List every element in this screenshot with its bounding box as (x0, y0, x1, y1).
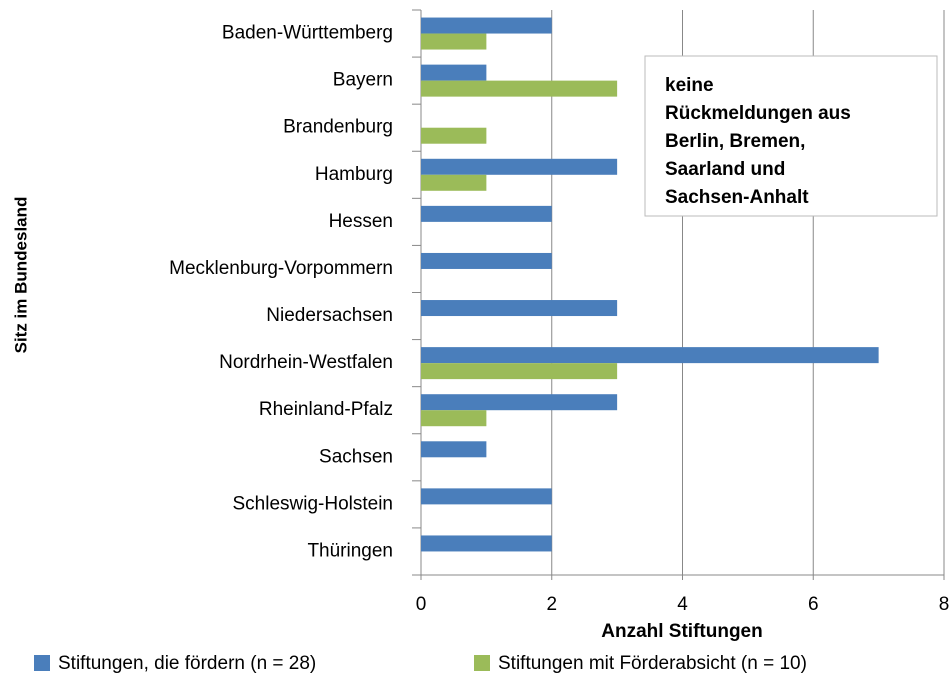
annotation-line: Rückmeldungen aus (665, 103, 851, 124)
annotation-line: Berlin, Bremen, (665, 131, 805, 152)
bar (421, 394, 618, 411)
bar (421, 347, 879, 364)
bar (421, 174, 487, 191)
bar (421, 441, 487, 458)
y-tick-label: Baden-Württemberg (222, 23, 393, 44)
y-tick-label: Bayern (333, 70, 393, 91)
x-tick-label: 2 (546, 594, 557, 615)
y-tick-label: Thüringen (307, 540, 393, 561)
bar (421, 127, 487, 144)
annotation-line: Sachsen-Anhalt (665, 187, 809, 208)
y-tick-label: Rheinland-Pfalz (259, 399, 393, 420)
x-tick-label: 6 (808, 594, 819, 615)
bar (421, 488, 552, 505)
bar (421, 158, 618, 175)
annotation-box (644, 55, 938, 217)
annotation-line: keine (665, 75, 714, 96)
x-tick-label: 8 (939, 594, 950, 615)
y-tick-label: Brandenburg (283, 117, 393, 138)
legend-label: Stiftungen mit Förderabsicht (n = 10) (498, 653, 807, 674)
bar (421, 363, 618, 380)
bar (421, 64, 487, 81)
legend-label: Stiftungen, die fördern (n = 28) (58, 653, 316, 674)
annotation-line: Saarland und (665, 159, 785, 180)
bar (421, 300, 618, 317)
bar (421, 252, 552, 269)
y-tick-label: Hessen (329, 211, 393, 232)
x-axis-title: Anzahl Stiftungen (601, 621, 762, 642)
y-tick-label: Sachsen (319, 446, 393, 467)
y-axis-title: Sitz im Bundesland (11, 197, 30, 354)
x-tick-label: 0 (416, 594, 427, 615)
bar (421, 535, 552, 552)
x-tick-label: 4 (677, 594, 688, 615)
bar (421, 80, 618, 97)
y-tick-label: Hamburg (315, 164, 393, 185)
bar (421, 17, 552, 34)
bar (421, 205, 552, 222)
y-tick-label: Nordrhein-Westfalen (219, 352, 393, 373)
y-tick-label: Schleswig-Holstein (232, 493, 393, 514)
legend-swatch (474, 655, 490, 671)
bar (421, 410, 487, 427)
y-tick-label: Niedersachsen (266, 305, 393, 326)
y-tick-label: Mecklenburg-Vorpommern (169, 258, 393, 279)
bar (421, 33, 487, 50)
legend-swatch (34, 655, 50, 671)
